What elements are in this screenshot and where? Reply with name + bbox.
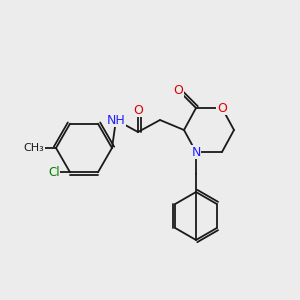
Text: O: O (133, 103, 143, 116)
Text: CH₃: CH₃ (24, 143, 44, 153)
Text: Cl: Cl (48, 166, 60, 179)
Text: N: N (191, 146, 201, 158)
Text: O: O (173, 83, 183, 97)
Text: O: O (217, 101, 227, 115)
Text: NH: NH (106, 113, 125, 127)
